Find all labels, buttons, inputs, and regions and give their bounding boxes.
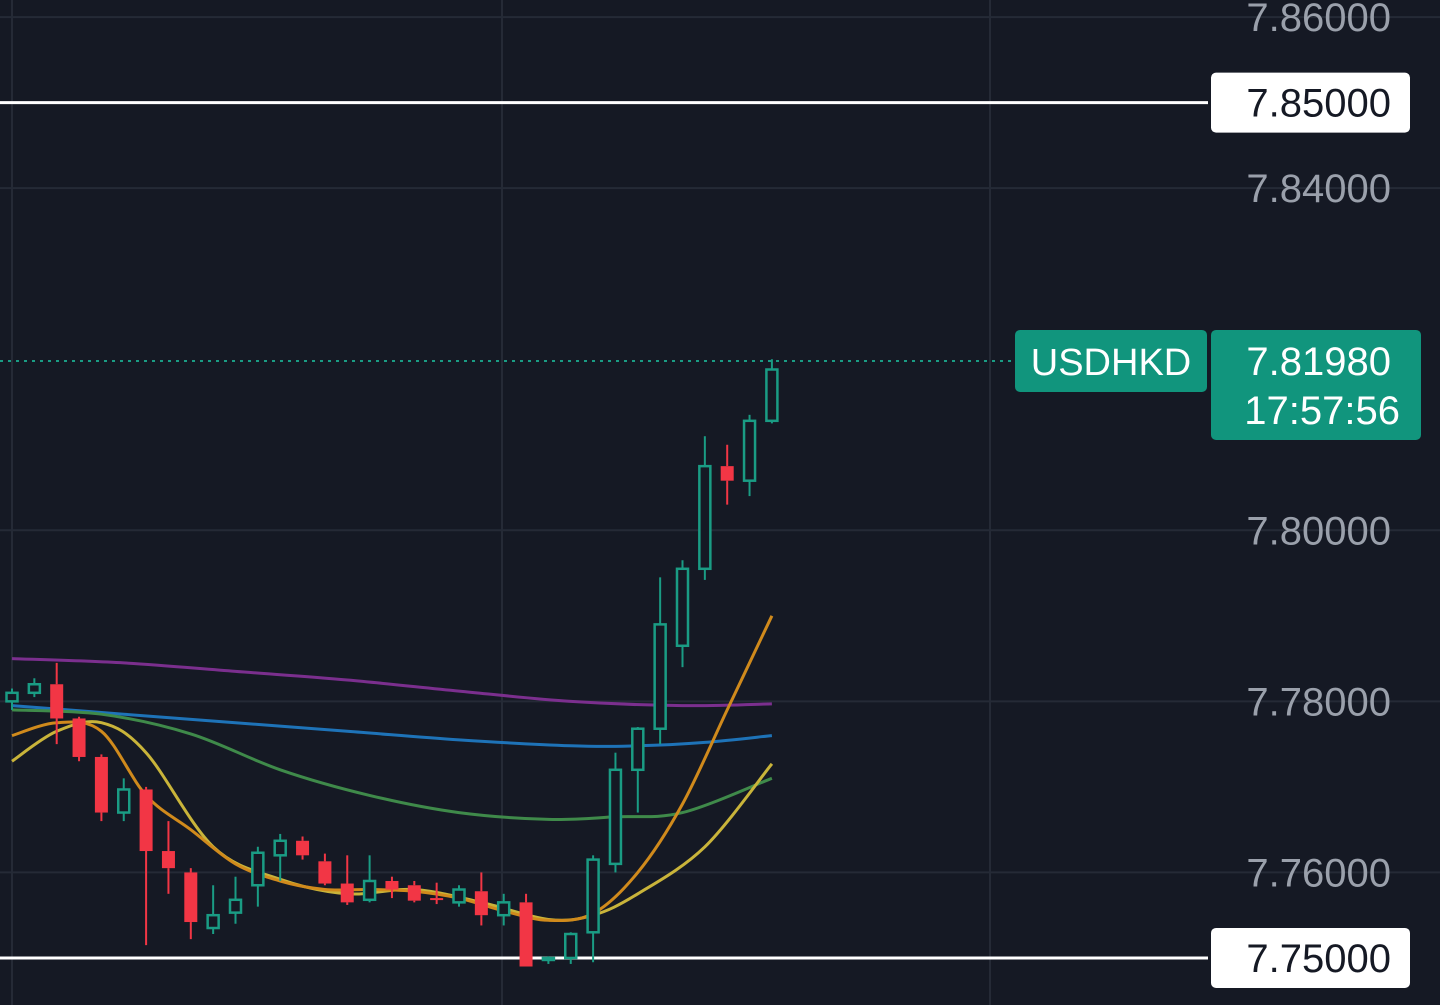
candle-up (273, 833, 287, 881)
candle-body (407, 885, 421, 901)
candle-down (720, 444, 734, 505)
candle-down (474, 872, 488, 926)
y-tick-label: 7.84000 (1246, 167, 1391, 211)
candle-down (519, 893, 533, 967)
candle-down (139, 786, 153, 946)
candle-body (452, 888, 466, 904)
candle-body (496, 901, 511, 917)
moving-average-line (11, 708, 773, 822)
candle-body (50, 684, 64, 719)
candle-body (564, 932, 578, 960)
candle-down (318, 853, 332, 886)
candle-body (251, 851, 265, 887)
moving-average-line (11, 704, 773, 748)
y-tick-label: 7.78000 (1246, 680, 1391, 724)
candle-body (5, 691, 19, 703)
candle-body (385, 880, 399, 890)
candle-body (184, 872, 198, 923)
candle-body (161, 851, 175, 869)
candle-body (519, 902, 533, 967)
candle-body (340, 883, 354, 903)
candle-body (474, 891, 488, 916)
candle-down (94, 754, 108, 822)
candle-body (742, 419, 757, 482)
candle-down (161, 821, 175, 894)
candle-body (430, 898, 444, 901)
horizontal-line-price-tag[interactable] (1211, 72, 1410, 133)
candle-up (251, 846, 265, 907)
moving-averages (11, 615, 774, 923)
candle-up (206, 885, 220, 935)
candle-up (675, 560, 690, 668)
horizontal-line-price-tag[interactable] (1211, 927, 1410, 988)
candle-up (228, 876, 243, 924)
candle-body (139, 789, 153, 852)
candle-body (72, 718, 86, 757)
candle-down (340, 855, 354, 905)
candle-body (631, 727, 645, 772)
last-price-marker: USDHKD 7.81980 17:57:56 (0, 329, 1421, 440)
candle-body (273, 839, 287, 857)
candle-up (586, 855, 600, 963)
candle-body (720, 466, 734, 481)
candle-down (72, 716, 86, 762)
candle-up (765, 359, 779, 424)
y-tick-label: 7.80000 (1246, 509, 1391, 553)
candle-up (5, 688, 19, 710)
candle-up (698, 436, 712, 580)
candle-down (407, 880, 421, 903)
candle-body (698, 464, 712, 571)
last-price-value: 7.81980 (1246, 340, 1391, 384)
candle-up (742, 414, 757, 497)
candle-body (94, 756, 108, 813)
candle-down (296, 836, 310, 860)
candle-down (430, 882, 444, 905)
candle-down (385, 876, 399, 899)
candle-up (541, 956, 556, 964)
candle-up (362, 855, 377, 903)
candle-up (496, 893, 511, 926)
y-tick-label: 7.75000 (1246, 937, 1391, 981)
candle-body (228, 898, 243, 914)
horizontal-price-lines[interactable] (0, 101, 1208, 960)
y-tick-label: 7.76000 (1246, 851, 1391, 895)
candle-up (653, 577, 667, 745)
y-tick-label: 7.86000 (1246, 0, 1391, 40)
candle-body (117, 788, 131, 814)
candle-body (586, 858, 600, 934)
candle-body (206, 913, 220, 930)
candle-up (631, 727, 645, 813)
candle-up (608, 752, 623, 873)
candle-body (675, 567, 690, 648)
last-price-tag (1211, 329, 1421, 440)
candle-down (184, 868, 198, 940)
candle-body (765, 368, 779, 423)
symbol-label: USDHKD (1031, 342, 1191, 384)
candle-body (541, 956, 556, 962)
candle-body (296, 840, 310, 856)
y-tick-label: 7.85000 (1246, 82, 1391, 126)
candle-up (27, 678, 42, 698)
bar-countdown: 17:57:56 (1244, 389, 1400, 433)
price-axis[interactable]: 7.86000 7.85000 7.84000 7.80000 7.78000 7.760… (1211, 0, 1410, 988)
candle-up (564, 932, 578, 964)
candle-body (653, 623, 667, 730)
candle-body (362, 879, 377, 902)
candlesticks (5, 359, 779, 967)
candle-body (27, 683, 42, 695)
candle-down (50, 662, 64, 745)
candle-up (452, 885, 466, 907)
candle-up (117, 778, 131, 822)
candle-body (608, 768, 623, 866)
candle-body (318, 861, 332, 884)
symbol-tag[interactable] (1015, 329, 1207, 392)
